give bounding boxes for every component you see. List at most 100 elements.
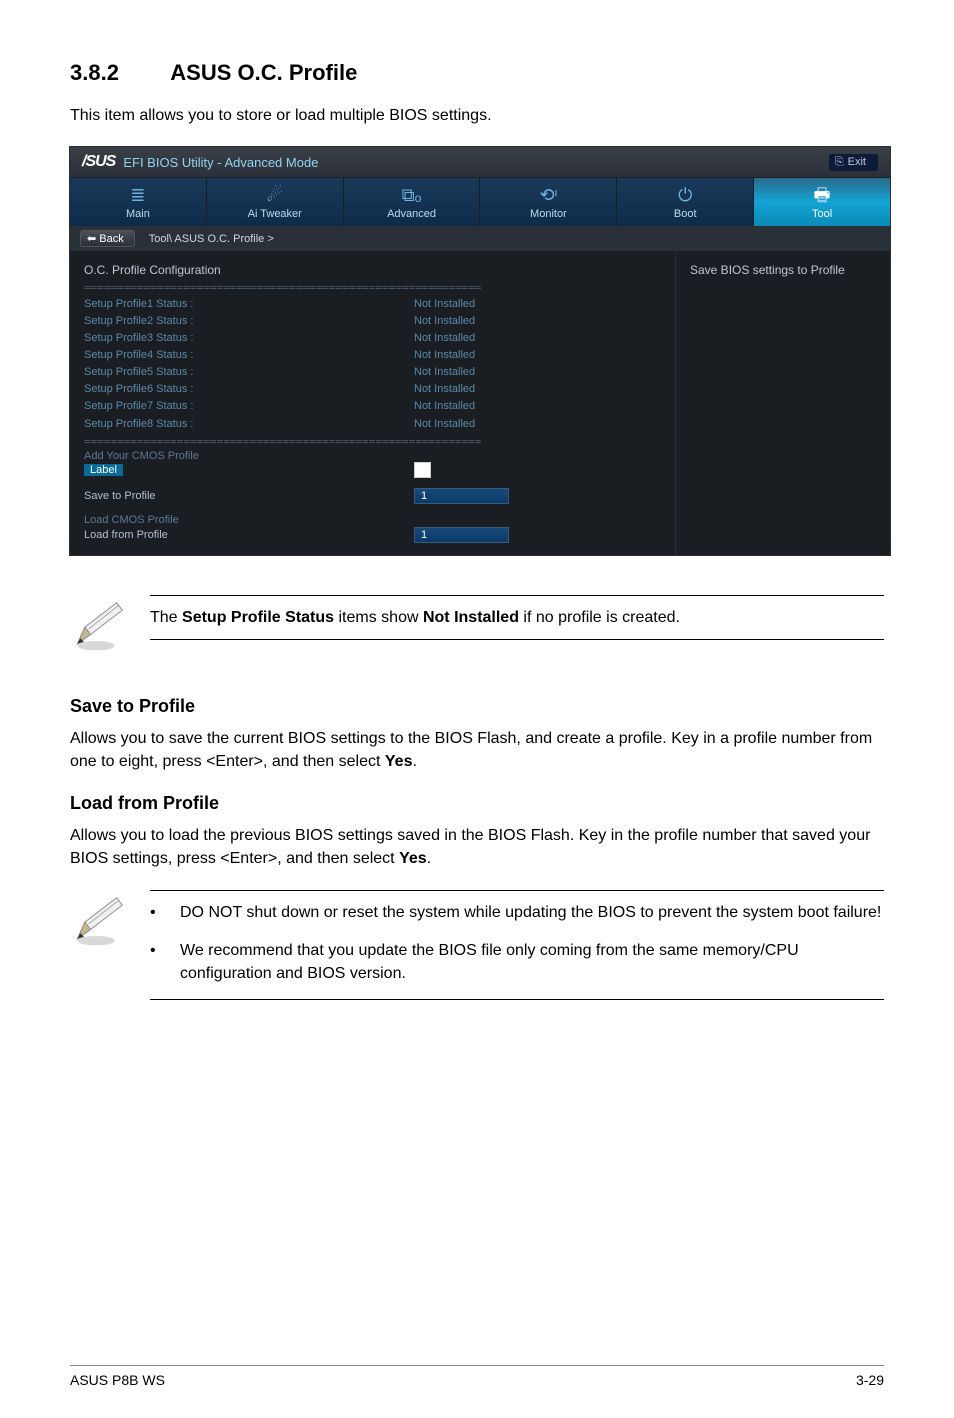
profile-row-2: Setup Profile2 Status : Not Installed [84,313,661,330]
note-rule-top [150,890,884,891]
save-to-profile-label: Save to Profile [84,490,414,502]
load-from-profile-input[interactable]: 1 [414,527,509,543]
label-input[interactable] [414,462,431,478]
note-rule-top [150,595,884,596]
profile-value: Not Installed [414,398,475,415]
profile-row-8: Setup Profile8 Status : Not Installed [84,416,661,433]
page-footer: ASUS P8B WS 3-29 [70,1365,884,1388]
load-from-profile-row[interactable]: Load from Profile 1 [84,527,661,543]
section-title: ASUS O.C. Profile [170,60,357,85]
tab-monitor-icon: ⟲ᶦ [484,186,612,204]
profile-row-6: Setup Profile6 Status : Not Installed [84,381,661,398]
load-from-profile-label: Load from Profile [84,529,414,541]
note-list-item-2: • We recommend that you update the BIOS … [150,939,884,985]
bios-tabs: ≣ Main ☄ Ai Tweaker ⧉ₒ Advanced ⟲ᶦ Monit… [70,178,890,226]
tab-advanced-label: Advanced [387,208,436,220]
intro-text: This item allows you to store or load mu… [70,104,884,127]
save-body-post: . [412,753,416,770]
bios-back-row: ⬅ Back Tool\ ASUS O.C. Profile > [70,226,890,251]
tab-ai-tweaker[interactable]: ☄ Ai Tweaker [207,178,344,226]
note-rule-bottom [150,999,884,1000]
bios-help-panel: Save BIOS settings to Profile [675,251,890,554]
profile-label: Setup Profile2 Status : [84,313,414,330]
tab-monitor-label: Monitor [530,208,567,220]
load-body-bold: Yes [399,850,427,867]
footer-right: 3-29 [856,1372,884,1388]
back-label: Back [99,233,123,245]
profile-value: Not Installed [414,313,475,330]
asus-logo: /SUS [82,153,115,171]
label-row: Label [84,462,661,476]
tab-boot-icon: ⏻ [621,186,749,204]
tab-tool[interactable]: 🖶 Tool [754,178,890,226]
load-from-profile-heading: Load from Profile [70,793,884,814]
load-from-profile-body: Allows you to load the previous BIOS set… [70,824,884,870]
tab-ai-tweaker-icon: ☄ [211,186,339,204]
profile-label: Setup Profile3 Status : [84,330,414,347]
save-to-profile-body: Allows you to save the current BIOS sett… [70,727,884,773]
tab-boot[interactable]: ⏻ Boot [617,178,754,226]
note-item-2-text: We recommend that you update the BIOS fi… [180,939,884,985]
profile-value: Not Installed [414,296,475,313]
note-1-text: The Setup Profile Status items show Not … [150,606,884,629]
config-title: O.C. Profile Configuration [84,263,661,277]
note-item-1-text: DO NOT shut down or reset the system whi… [180,901,881,924]
profile-value: Not Installed [414,347,475,364]
footer-left: ASUS P8B WS [70,1372,165,1388]
bullet-icon: • [150,901,158,924]
note-content-1: The Setup Profile Status items show Not … [150,595,884,640]
tab-ai-tweaker-label: Ai Tweaker [248,208,302,220]
save-to-profile-input[interactable]: 1 [414,488,509,504]
save-body-pre: Allows you to save the current BIOS sett… [70,730,872,770]
tab-main-icon: ≣ [74,186,202,204]
tab-advanced[interactable]: ⧉ₒ Advanced [344,178,481,226]
profile-row-1: Setup Profile1 Status : Not Installed [84,296,661,313]
pencil-icon [70,890,126,955]
profile-row-4: Setup Profile4 Status : Not Installed [84,347,661,364]
note-content-2: • DO NOT shut down or reset the system w… [150,890,884,1000]
tab-main[interactable]: ≣ Main [70,178,207,226]
tab-advanced-icon: ⧉ₒ [348,186,476,204]
bios-body: O.C. Profile Configuration =============… [70,251,890,554]
save-to-profile-row[interactable]: Save to Profile 1 [84,488,661,504]
note-list: • DO NOT shut down or reset the system w… [150,901,884,985]
tab-tool-label: Tool [812,208,832,220]
profile-label: Setup Profile5 Status : [84,364,414,381]
back-button[interactable]: ⬅ Back [80,230,135,247]
label-highlight[interactable]: Label [84,464,123,476]
exit-label: Exit [848,156,866,168]
add-cmos-label: Add Your CMOS Profile [84,450,661,462]
bios-main: O.C. Profile Configuration =============… [70,251,675,554]
exit-icon: ⎘ [835,156,844,169]
note-list-item-1: • DO NOT shut down or reset the system w… [150,901,884,924]
bios-title-left: /SUS EFI BIOS Utility - Advanced Mode [82,153,318,171]
profile-row-5: Setup Profile5 Status : Not Installed [84,364,661,381]
note-block-2: • DO NOT shut down or reset the system w… [70,890,884,1000]
note-rule-bottom [150,639,884,640]
profile-value: Not Installed [414,364,475,381]
breadcrumb: Tool\ ASUS O.C. Profile > [149,233,274,245]
profile-value: Not Installed [414,330,475,347]
profile-value: Not Installed [414,416,475,433]
pencil-icon [70,595,126,660]
save-to-profile-heading: Save to Profile [70,696,884,717]
bios-window: /SUS EFI BIOS Utility - Advanced Mode ⎘ … [70,147,890,554]
bios-title-text: EFI BIOS Utility - Advanced Mode [123,155,318,170]
bios-titlebar: /SUS EFI BIOS Utility - Advanced Mode ⎘ … [70,147,890,178]
profile-value: Not Installed [414,381,475,398]
tab-tool-icon: 🖶 [758,186,886,204]
divider-2: ========================================… [84,435,661,448]
section-number: 3.8.2 [70,60,165,86]
load-body-post: . [427,850,431,867]
load-body-pre: Allows you to load the previous BIOS set… [70,827,870,867]
section-heading: 3.8.2 ASUS O.C. Profile [70,60,884,86]
load-cmos-label: Load CMOS Profile [84,514,661,526]
help-text: Save BIOS settings to Profile [690,263,876,277]
save-body-bold: Yes [385,753,413,770]
divider-1: ========================================… [84,281,661,294]
tab-monitor[interactable]: ⟲ᶦ Monitor [480,178,617,226]
exit-button[interactable]: ⎘ Exit [829,154,878,171]
profile-label: Setup Profile8 Status : [84,416,414,433]
bullet-icon: • [150,939,158,985]
profile-row-7: Setup Profile7 Status : Not Installed [84,398,661,415]
